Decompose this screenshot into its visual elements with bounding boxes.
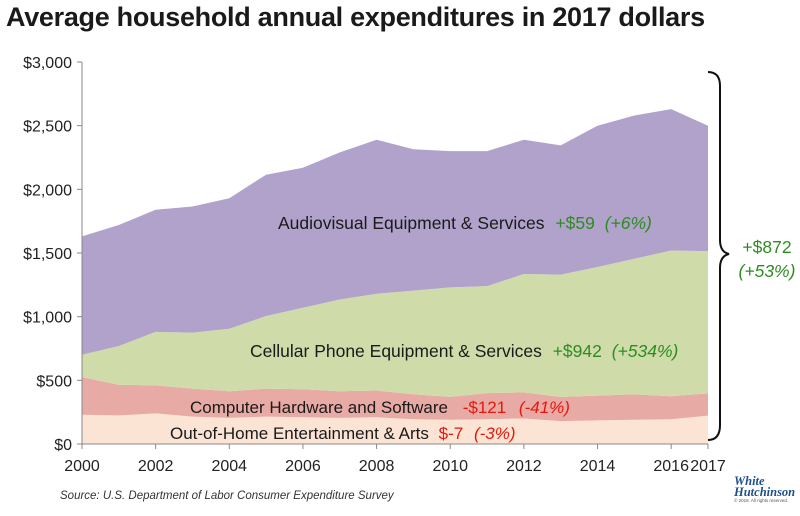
- area-layers: [82, 109, 708, 444]
- x-tick-label: 2016: [653, 458, 689, 475]
- series-label-audiovisual: Audiovisual Equipment & Services +$59 (+…: [278, 213, 652, 233]
- x-tick-label: 2017: [690, 458, 726, 475]
- logo-line-3: © 2018. All rights reserved.: [734, 498, 789, 503]
- audiovisual-name: Audiovisual Equipment & Services: [278, 213, 545, 233]
- area-cellular: [82, 250, 708, 397]
- cellular-name: Cellular Phone Equipment & Services: [250, 341, 542, 361]
- y-tick-label: $2,000: [23, 182, 72, 199]
- x-tick-label: 2006: [285, 458, 321, 475]
- area-audiovisual: [82, 109, 708, 355]
- y-tick-label: $1,000: [23, 310, 72, 327]
- computer-name: Computer Hardware and Software: [190, 398, 448, 417]
- x-tick-labels: 2000 2002 2004 2006 2008 2010 2012 2014 2016 2017: [64, 444, 726, 475]
- x-tick-label: 2008: [359, 458, 395, 475]
- x-tick-label: 2010: [432, 458, 468, 475]
- total-change-pct: (+53%): [739, 261, 796, 281]
- series-label-cellular: Cellular Phone Equipment & Services +$94…: [250, 341, 678, 361]
- entertainment-change-pct: (-3%): [474, 424, 516, 443]
- x-tick-label: 2000: [64, 458, 100, 475]
- total-change: +$872: [742, 237, 791, 257]
- audiovisual-change-pct: (+6%): [605, 213, 652, 233]
- entertainment-change: $-7: [439, 424, 464, 443]
- y-tick-labels: $0 $500 $1,000 $1,500 $2,000 $2,500 $3,000: [23, 55, 82, 454]
- y-tick-label: $0: [54, 437, 72, 454]
- logo-line-1: White: [734, 474, 765, 488]
- area-entertainment: [82, 413, 708, 444]
- series-label-entertainment: Out-of-Home Entertainment & Arts $-7 (-3…: [170, 424, 516, 443]
- y-tick-label: $1,500: [23, 246, 72, 263]
- cellular-change: +$942: [553, 341, 602, 361]
- entertainment-name: Out-of-Home Entertainment & Arts: [170, 424, 429, 443]
- x-tick-label: 2014: [580, 458, 616, 475]
- chart-title: Average household annual expenditures in…: [6, 2, 705, 32]
- logo-line-2: Hutchinson: [734, 485, 796, 499]
- y-tick-label: $500: [36, 373, 72, 390]
- y-tick-label: $2,500: [23, 119, 72, 136]
- white-hutchinson-logo: White Hutchinson © 2018. All rights rese…: [734, 474, 796, 512]
- area-computer: [82, 377, 708, 422]
- cellular-change-pct: (+534%): [612, 341, 679, 361]
- series-label-computer: Computer Hardware and Software -$121 (-4…: [190, 398, 570, 417]
- x-tick-label: 2004: [211, 458, 247, 475]
- computer-change: -$121: [463, 398, 506, 417]
- source-note: Source: U.S. Department of Labor Consume…: [60, 490, 394, 502]
- x-tick-label: 2012: [506, 458, 542, 475]
- x-tick-label: 2002: [138, 458, 174, 475]
- y-tick-label: $3,000: [23, 55, 72, 72]
- total-brace: [707, 71, 730, 441]
- audiovisual-change: +$59: [555, 213, 594, 233]
- computer-change-pct: (-41%): [519, 398, 570, 417]
